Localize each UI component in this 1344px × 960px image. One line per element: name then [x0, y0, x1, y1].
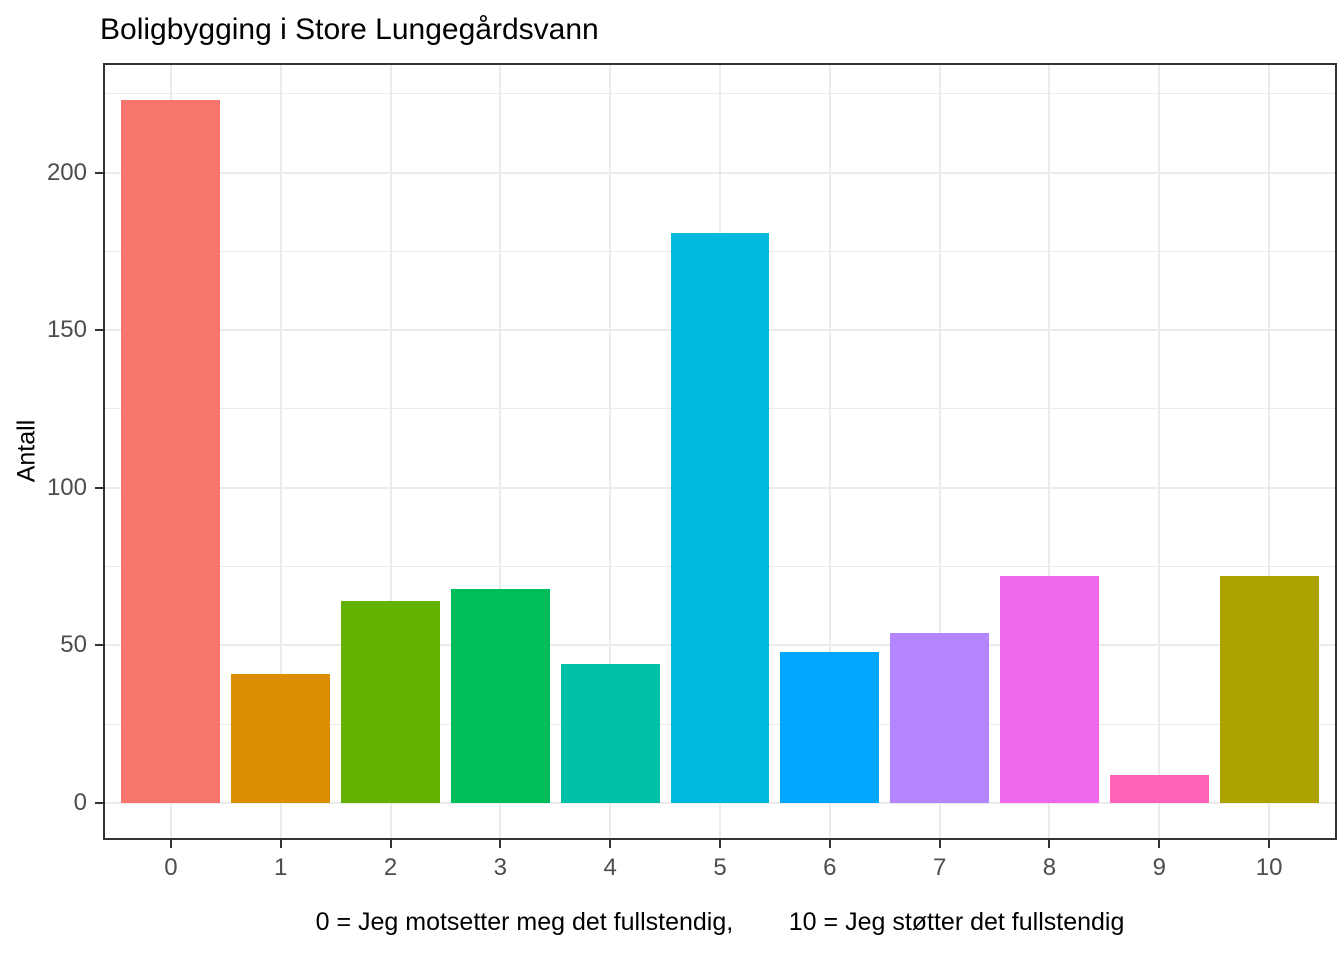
y-tick-label: 150 [46, 316, 87, 344]
plot-panel [103, 63, 1337, 840]
x-tick-label: 4 [603, 854, 617, 881]
y-tick-mark [95, 801, 103, 804]
chart-title: Boligbygging i Store Lungegårdsvann [100, 13, 599, 46]
x-tick-mark [389, 840, 392, 848]
bar-3 [450, 588, 550, 803]
vertical-gridline [1158, 65, 1161, 838]
x-axis: 0 1 2 3 4 5 6 7 8 9 10 [103, 840, 1337, 910]
x-axis-title: 0 = Jeg motsetter meg det fullstendig, 1… [315, 908, 1125, 936]
x-tick-label: 8 [1042, 854, 1057, 881]
y-tick-mark [95, 171, 103, 174]
bar-2 [341, 601, 440, 803]
x-tick-mark [938, 840, 941, 848]
x-tick-label: 1 [274, 854, 288, 881]
bar-10 [1219, 576, 1319, 803]
y-tick-label: 200 [46, 158, 87, 186]
y-tick-mark [95, 644, 103, 647]
y-tick-label: 100 [46, 473, 87, 501]
x-tick-mark [499, 840, 502, 848]
x-tick-mark [828, 840, 831, 848]
bar-6 [780, 651, 880, 803]
x-tick-mark [719, 840, 721, 848]
bar-1 [231, 673, 331, 803]
y-tick-label: 0 [73, 788, 87, 816]
vertical-gridline [279, 65, 282, 838]
bar-9 [1109, 774, 1209, 803]
bar-4 [560, 664, 660, 803]
x-tick-mark [279, 840, 282, 848]
x-tick-label: 9 [1152, 854, 1166, 881]
y-tick-mark [95, 329, 103, 332]
y-tick-mark [95, 486, 103, 489]
vertical-gridline [1048, 65, 1051, 838]
y-axis: 0 50 100 150 200 [0, 63, 103, 840]
bar-5 [670, 232, 770, 803]
x-tick-label: 10 [1255, 854, 1283, 881]
x-tick-mark [1048, 840, 1051, 848]
x-tick-label: 7 [932, 854, 947, 881]
x-tick-label: 2 [383, 854, 398, 881]
y-tick-label: 50 [60, 631, 87, 659]
x-tick-label: 6 [823, 854, 837, 881]
vertical-gridline [499, 65, 502, 838]
vertical-gridline [389, 65, 392, 838]
x-tick-label: 5 [713, 854, 727, 881]
vertical-gridline [828, 65, 831, 838]
vertical-gridline [609, 65, 612, 838]
bar-7 [890, 632, 990, 803]
bar-8 [1000, 576, 1099, 803]
x-tick-mark [609, 840, 612, 848]
x-tick-mark [169, 840, 172, 848]
x-tick-mark [1268, 840, 1271, 848]
x-tick-label: 3 [493, 854, 508, 881]
bar-0 [121, 100, 221, 803]
vertical-gridline [938, 65, 941, 838]
vertical-gridline [1268, 65, 1271, 838]
x-tick-mark [1158, 840, 1161, 848]
x-tick-label: 0 [164, 854, 178, 881]
